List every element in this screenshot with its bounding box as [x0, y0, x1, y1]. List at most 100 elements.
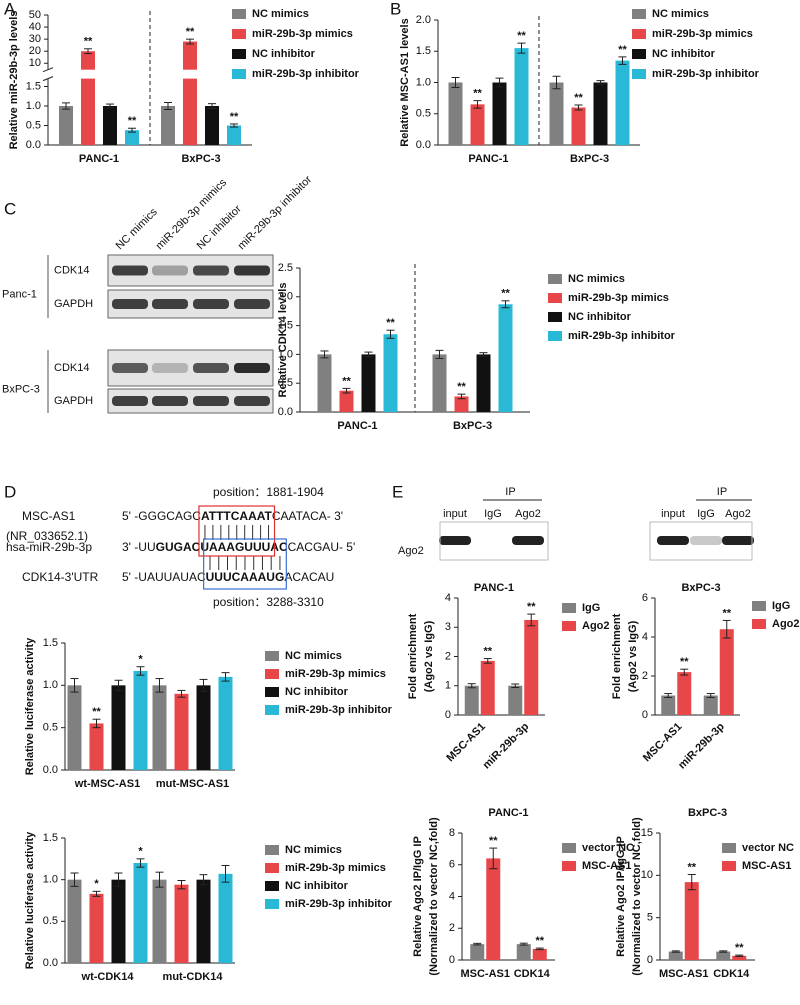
blot-band: [193, 363, 229, 373]
legend-label: miR-29b-3p mimics: [285, 862, 386, 874]
x-tick-label: miR-29b-3p: [481, 720, 532, 771]
bar: [111, 879, 126, 963]
y-tick-label: 1.0: [43, 679, 58, 691]
blot-band: [193, 265, 229, 276]
legend-label: MSC-AS1: [582, 860, 632, 872]
y-tick-label: 0.5: [278, 377, 293, 389]
blot-title: PANC-1: [474, 582, 514, 594]
y-tick-label: 2.0: [278, 291, 293, 303]
significance: *: [94, 878, 99, 890]
legend-label: miR-29b-3p inhibitor: [652, 68, 760, 80]
y-axis-label: Relative Ago2 IP/IgG IP: [412, 836, 424, 957]
x-tick-label: MSC-AS1: [659, 968, 709, 980]
bar: [218, 873, 233, 963]
legend-swatch: [548, 293, 562, 303]
blot-group-label: BxPC-3: [2, 383, 40, 395]
significance: **: [483, 645, 492, 657]
legend-swatch: [232, 49, 246, 59]
significance: **: [722, 607, 731, 619]
legend-label: NC mimics: [652, 8, 709, 20]
legend-swatch: [548, 274, 562, 284]
y-tick-label: 0.0: [278, 406, 293, 418]
legend-swatch: [548, 331, 562, 341]
x-tick-label: mut-MSC-AS1: [156, 778, 229, 790]
panel-label: A: [4, 0, 16, 18]
y-tick-label: 1.5: [43, 832, 58, 844]
bar: [498, 304, 513, 412]
blot-band: [112, 396, 148, 406]
blot-row-label: GAPDH: [54, 395, 93, 407]
y-axis-label: (Ago2 vs IgG): [627, 620, 639, 692]
bar: [218, 676, 233, 770]
significance: *: [138, 846, 143, 858]
blot-band: [234, 396, 270, 406]
blot-group-label: Panc-1: [2, 288, 37, 300]
legend-swatch: [232, 69, 246, 79]
y-tick-label: 0: [642, 709, 648, 721]
blot-title: BxPC-3: [681, 582, 720, 594]
legend-swatch: [265, 863, 279, 873]
bar: [196, 879, 211, 963]
y-tick-label: 0: [647, 954, 653, 966]
significance: **: [687, 861, 696, 873]
legend-label: NC inhibitor: [652, 48, 716, 60]
bar: [668, 951, 683, 960]
panel-label: B: [390, 0, 401, 18]
legend-label: miR-29b-3p mimics: [252, 28, 353, 40]
lane-label: miR-29b-3p inhibitor: [236, 173, 315, 252]
site-box: [198, 505, 276, 557]
legend-swatch: [232, 29, 246, 39]
y-tick-label: 15: [641, 827, 653, 839]
bar: [339, 390, 354, 412]
legend-swatch: [265, 669, 279, 679]
blot-band: [439, 536, 471, 545]
legend-swatch: [562, 621, 576, 631]
legend-label: miR-29b-3p inhibitor: [252, 68, 360, 80]
bar: [615, 60, 630, 145]
significance: **: [186, 26, 195, 38]
legend-swatch: [632, 29, 646, 39]
legend-label: Ago2: [582, 620, 610, 632]
x-tick-label: MSC-AS1: [444, 721, 487, 764]
blot-band: [152, 299, 188, 309]
sequence-segment: UAAAGUUUAC: [200, 540, 288, 554]
legend-swatch: [548, 312, 562, 322]
blot-band: [234, 299, 270, 309]
blot-band: [722, 536, 754, 545]
y-tick-label: 20: [29, 45, 41, 57]
significance: **: [457, 381, 466, 393]
y-axis-label: Fold enrichment: [407, 613, 419, 699]
bar: [133, 670, 148, 770]
x-tick-label: MSC-AS1: [641, 721, 684, 764]
legend-swatch: [632, 49, 646, 59]
blot-band: [152, 265, 188, 276]
y-tick-label: 1.5: [278, 320, 293, 332]
sequence-segment: UUUCAAAUG: [206, 570, 285, 584]
bar: [732, 955, 747, 960]
y-tick-label: 0.5: [43, 915, 58, 927]
blot-row-label: CDK14: [54, 362, 89, 374]
legend-label: miR-29b-3p inhibitor: [568, 330, 676, 342]
y-tick-label: 0: [449, 954, 455, 966]
y-axis-label: (Ago2 vs IgG): [423, 620, 435, 692]
bar: [454, 396, 469, 412]
significance: **: [501, 288, 510, 300]
bar: [448, 82, 463, 145]
bar: [81, 51, 95, 145]
break-mark: [42, 67, 54, 73]
bar: [470, 944, 485, 960]
legend-swatch: [232, 9, 246, 19]
legend-swatch: [265, 899, 279, 909]
y-tick-label: 2.5: [278, 262, 293, 274]
y-tick-label: 10: [641, 869, 653, 881]
x-tick-label: wt-MSC-AS1: [74, 778, 140, 790]
significance: **: [735, 942, 744, 954]
bar: [516, 944, 531, 960]
legend-swatch: [632, 69, 646, 79]
significance: **: [489, 835, 498, 847]
blot-row-label: Ago2: [398, 545, 424, 557]
y-tick-label: 1.0: [43, 874, 58, 886]
sequence-name: CDK14-3'UTR: [22, 570, 99, 584]
y-tick-label: 1.0: [278, 348, 293, 360]
bar: [125, 130, 139, 145]
